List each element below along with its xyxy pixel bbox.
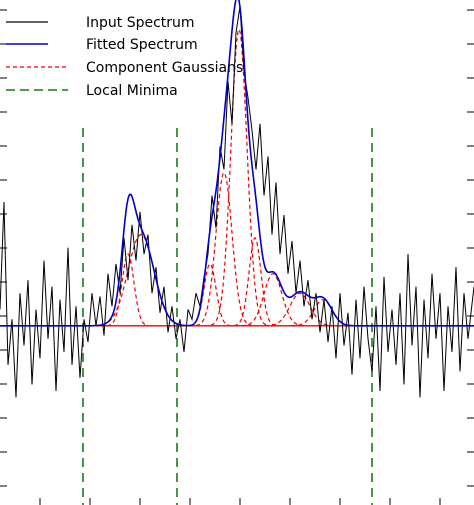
component-gaussian-9 bbox=[291, 299, 355, 327]
legend: Input Spectrum Fitted Spectrum Component… bbox=[6, 15, 243, 99]
legend-label-fitted-spectrum: Fitted Spectrum bbox=[86, 37, 198, 53]
axis-ticks bbox=[0, 9, 474, 505]
component-gaussian-6 bbox=[233, 236, 277, 327]
legend-label-input-spectrum: Input Spectrum bbox=[86, 15, 195, 31]
component-gaussian-5 bbox=[210, 27, 268, 326]
legend-label-component-gaussians: Component Gaussians bbox=[86, 60, 243, 76]
component-gaussian-8 bbox=[265, 292, 335, 327]
local-minima-lines bbox=[82, 128, 373, 505]
fitted-spectrum-layer bbox=[0, 0, 474, 327]
component-gaussian-7 bbox=[241, 273, 305, 327]
legend-label-local-minima: Local Minima bbox=[86, 83, 178, 99]
input-spectrum-line bbox=[0, 6, 474, 398]
component-gaussian-1 bbox=[106, 253, 150, 327]
fitted-spectrum-line bbox=[0, 0, 474, 327]
input-spectrum-layer bbox=[0, 6, 474, 398]
